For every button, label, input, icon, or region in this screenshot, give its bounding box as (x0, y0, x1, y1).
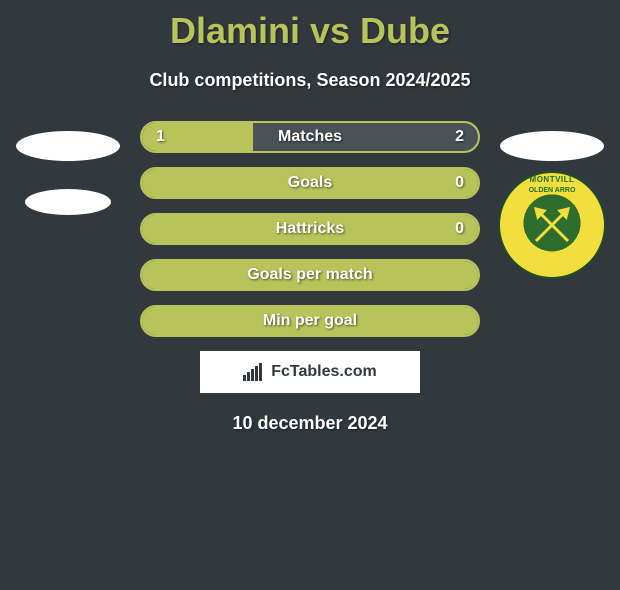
right-player-column: MONTVILL OLDEN ARRO (492, 121, 612, 287)
stat-label: Hattricks (276, 220, 344, 238)
player-placeholder-icon (500, 131, 604, 161)
bar-chart-icon (243, 363, 265, 381)
stat-bar-matches: 1 Matches 2 (140, 121, 480, 153)
club-badge-text-mid: OLDEN ARRO (500, 187, 604, 194)
left-player-column (8, 121, 128, 225)
stat-bar-hattricks: Hattricks 0 (140, 213, 480, 245)
page-title: Dlamini vs Dube (0, 10, 620, 52)
stat-value-left: 1 (156, 128, 165, 146)
stat-value-right: 0 (455, 220, 464, 238)
stat-bar-goals: Goals 0 (140, 167, 480, 199)
stat-label: Goals per match (247, 266, 372, 284)
brand-text: FcTables.com (271, 363, 377, 381)
club-badge-text-top: MONTVILL (500, 175, 604, 184)
brand-box[interactable]: FcTables.com (200, 351, 420, 393)
stat-bars: 1 Matches 2 Goals 0 Hattricks 0 Goals pe… (140, 121, 480, 337)
footer-date: 10 december 2024 (0, 413, 620, 434)
stat-label: Min per goal (263, 312, 357, 330)
page-subtitle: Club competitions, Season 2024/2025 (0, 70, 620, 91)
player-placeholder-icon (16, 131, 120, 161)
stat-value-right: 2 (455, 128, 464, 146)
comparison-content: MONTVILL OLDEN ARRO 1 Matches 2 Goals (0, 121, 620, 434)
stat-label: Goals (288, 174, 332, 192)
stat-bar-goals-per-match: Goals per match (140, 259, 480, 291)
stat-bar-min-per-goal: Min per goal (140, 305, 480, 337)
stat-label: Matches (278, 128, 342, 146)
arrows-cross-icon (530, 203, 574, 247)
club-badge-icon: MONTVILL OLDEN ARRO (498, 171, 606, 279)
club-placeholder-icon (25, 189, 111, 215)
stat-value-right: 0 (455, 174, 464, 192)
